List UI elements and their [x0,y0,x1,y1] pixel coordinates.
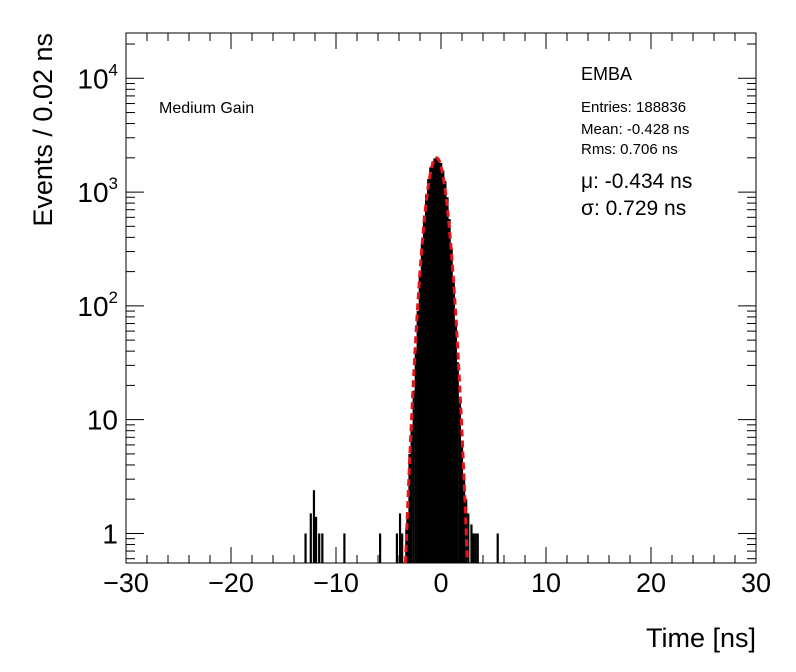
histogram-bin [456,362,459,563]
histogram-bin [321,533,324,563]
histogram-bin [441,170,445,564]
x-tick-label: −10 [313,568,359,598]
rms-stat: Rms: 0.706 ns [581,141,678,158]
histogram-bin [496,533,499,563]
histogram-bin [448,219,451,563]
histogram-bin [446,197,449,563]
y-tick-label: 10 [87,405,118,436]
histogram-bin [427,179,430,564]
histogram-bin [476,533,479,563]
histogram-bin [343,533,346,563]
histogram-bin [439,163,443,563]
x-axis-title: Time [ns] [646,623,756,653]
histogram-bin [395,533,398,563]
y-tick-label: 103 [77,174,118,208]
sigma-fit-value: σ: 0.729 ns [581,197,686,220]
histogram-bin [435,157,439,563]
histogram-bin [425,194,428,564]
y-axis-title: Events / 0.02 ns [28,33,58,227]
histogram-bars [304,157,499,564]
histogram-bin [398,513,402,563]
x-tick-label: −20 [208,568,254,598]
histogram-bin [414,351,417,563]
histogram-bin [401,533,404,563]
y-tick-label: 102 [77,288,118,322]
fit-curve [403,156,469,564]
histogram-bin [309,513,312,563]
histogram-bin [416,311,420,563]
histogram-bin [443,181,447,564]
histogram-bin [422,215,426,563]
histogram-bin [418,276,422,563]
histogram-bin [412,390,415,563]
histogram-bin [314,516,318,563]
axes: −30 −20 −10 0 10 20 30 1 10 102 103 104 [77,33,771,598]
histogram-bin [467,513,470,563]
x-tick-label: 20 [636,568,666,598]
y-tick-label: 1 [102,518,118,549]
x-tick-label: −30 [103,568,149,598]
histogram-bin [429,167,432,563]
y-tick-label: 104 [77,60,118,94]
mu-fit-value: μ: -0.434 ns [581,170,692,193]
gain-label: Medium Gain [159,100,254,117]
histogram-bin [454,320,457,563]
mean-stat: Mean: -0.428 ns [581,121,689,138]
histogram-bin [420,243,424,563]
histogram-bin [437,159,441,563]
histogram-bin [379,533,382,563]
histogram-bin [433,158,436,563]
gaussian-fit-line [403,156,469,564]
histogram-bin [304,533,307,563]
histogram-bin [450,248,453,563]
histogram-bin [312,490,316,563]
histogram-bin [458,403,461,563]
histogram-bin [470,524,473,563]
histogram-bin [410,430,413,563]
x-tick-label: 30 [741,568,771,598]
histogram-bin [472,533,475,563]
histogram-bin [452,282,455,563]
histogram-bin [318,533,321,563]
histogram-bin [431,161,434,564]
partition-label: EMBA [581,64,632,84]
entries-stat: Entries: 188836 [581,99,686,116]
histogram-bin [474,533,477,563]
histogram-bin [460,444,464,563]
x-tick-label: 10 [531,568,561,598]
histogram-bin [463,479,466,563]
x-tick-label: 0 [433,568,448,598]
